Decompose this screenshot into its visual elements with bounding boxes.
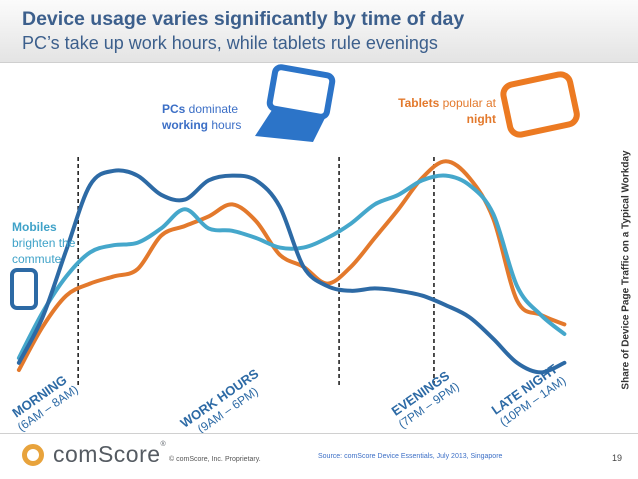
pcs-annotation: PCs dominate working hours [162,101,241,133]
tablets-text: popular at [439,96,496,110]
period-dividers [77,157,435,385]
mobiles-bold: Mobiles [12,220,57,234]
tablets-annotation: Tablets popular at night [396,95,496,127]
slide-title: Device usage varies significantly by tim… [22,8,465,30]
period-label-3: EVENINGS(7PM – 9PM) [389,368,462,431]
series-line-pcs [16,168,567,375]
period-labels: MORNING(6AM – 8AM) WORK HOURS(9AM – 6PM) E… [9,361,568,433]
footer-proprietary: Proprietary. [225,456,261,463]
tablets-bold: Tablets [398,96,440,110]
period-label-2: WORK HOURS(9AM – 6PM) [178,366,262,433]
laptop-icon [255,64,336,142]
slide-subtitle: PC’s take up work hours, while tablets r… [22,33,438,53]
comscore-brand: comScore® [53,441,166,468]
usage-line-chart: MORNING(6AM – 8AM) WORK HOURS(9AM – 6PM) E… [9,64,580,433]
footer-copyright: © comScore, Inc. [169,456,223,463]
brand-mark: ® [160,441,167,448]
mobiles-text2: commute [12,252,62,266]
footer-divider [0,433,638,434]
mobiles-text: brighten the [12,236,76,250]
series-line-tablets [16,159,567,372]
pcs-bold: PCs [162,102,186,116]
series-line-mobiles [16,173,567,360]
mobiles-annotation: Mobiles brighten the commute [12,219,75,267]
page-number: 19 [612,453,623,463]
series-lines [16,159,567,375]
y-axis-title: Share of Device Page Traffic on a Typica… [620,150,632,390]
tablets-bold2: night [466,112,496,126]
pcs-text2: hours [208,118,242,132]
source-note: Source: comScore Device Essentials, July… [318,453,503,460]
comscore-logo-icon [22,444,44,466]
brand-name: comScore [53,441,161,467]
period-label-1: MORNING(6AM – 8AM) [9,372,80,433]
title-bar: Device usage varies significantly by tim… [0,0,638,63]
pcs-text: dominate [185,102,239,116]
phone-icon [10,268,38,310]
tablet-icon [500,71,580,138]
pcs-bold2: working [162,118,209,132]
